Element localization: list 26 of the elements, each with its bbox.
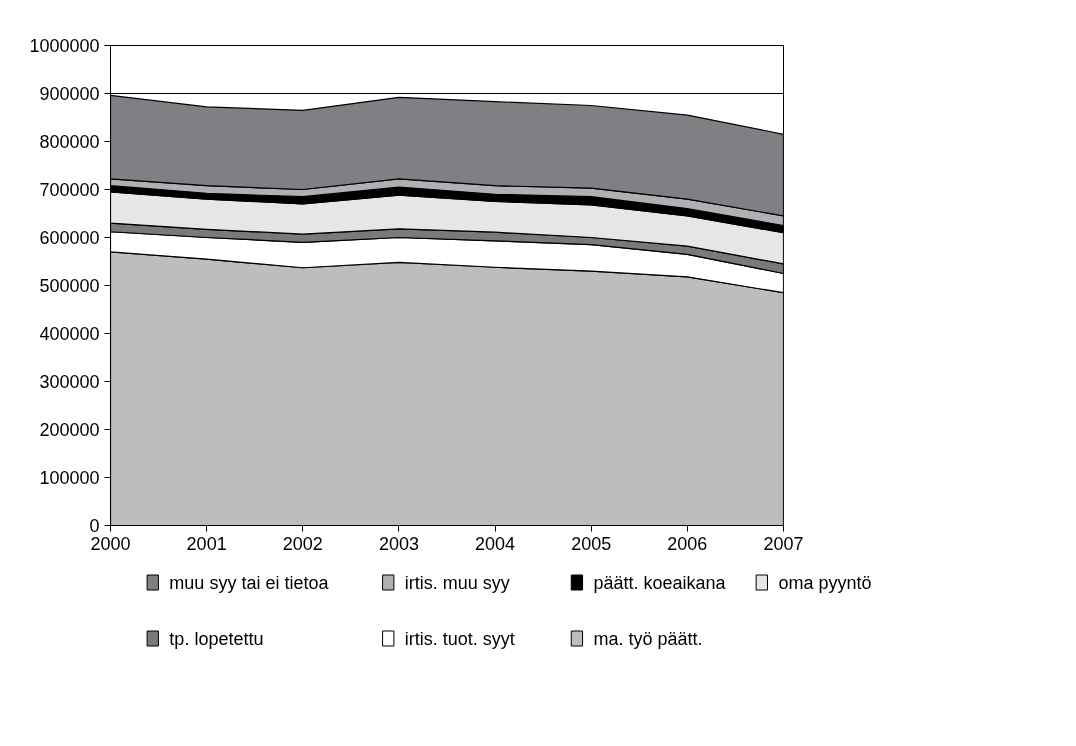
legend-label: ma. työ päätt.: [593, 628, 703, 649]
y-tick-label: 0: [89, 516, 100, 536]
x-tick-label: 2006: [667, 533, 708, 554]
y-tick-label: 900000: [39, 84, 100, 104]
x-tick-label: 2003: [378, 533, 419, 554]
legend-label: päätt. koeaikana: [593, 572, 727, 593]
x-tick-label: 2007: [763, 533, 804, 554]
x-tick-label: 2002: [282, 533, 323, 554]
legend-label: muu syy tai ei tietoa: [169, 572, 330, 593]
x-tick-label: 2004: [475, 533, 516, 554]
x-tick-label: 2000: [90, 533, 131, 554]
y-tick-label: 600000: [39, 228, 100, 248]
y-tick-label: 400000: [39, 324, 100, 344]
y-tick-label: 200000: [39, 420, 100, 440]
y-tick-label: 700000: [39, 180, 100, 200]
y-tick-label: 500000: [39, 276, 100, 296]
legend-label: tp. lopetettu: [169, 628, 264, 649]
x-tick-label: 2001: [186, 533, 227, 554]
y-tick-label: 1000000: [29, 36, 100, 56]
y-tick-label: 800000: [39, 132, 100, 152]
legend-label: oma pyyntö: [778, 572, 872, 593]
x-tick-label: 2005: [571, 533, 612, 554]
legend-label: irtis. muu syy: [404, 572, 510, 593]
y-tick-label: 300000: [39, 372, 100, 392]
legend-label: irtis. tuot. syyt: [404, 628, 515, 649]
y-tick-label: 100000: [39, 468, 100, 488]
